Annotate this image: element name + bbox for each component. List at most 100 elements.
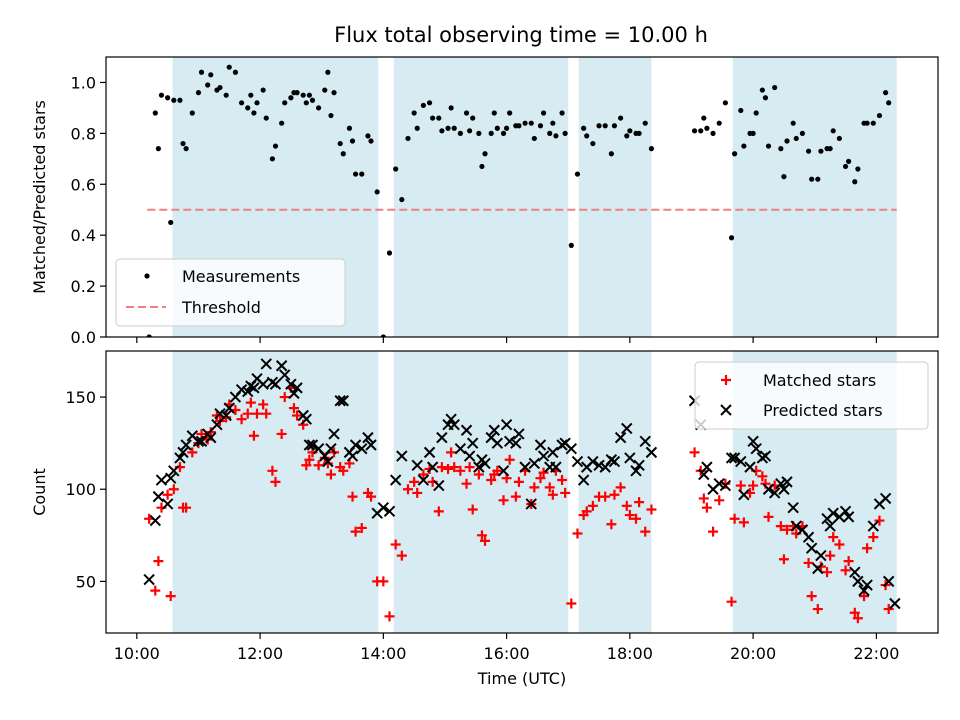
measurement-point [309,97,316,103]
matched-star-point [366,491,377,502]
measurement-point [568,242,574,248]
predicted-star-point [479,457,491,470]
legend-matched-label: Matched stars [763,371,876,390]
measurement-point [562,130,568,136]
y-tick-label: 50 [76,572,96,591]
measurement-point [368,138,374,144]
matched-star-point [544,482,555,493]
y-axis-label: Matched/Predicted stars [30,100,49,294]
measurement-point [411,110,417,116]
predicted-star-point [248,382,260,394]
matched-star-point [529,482,540,493]
predicted-star-point [738,489,750,501]
predicted-star-point [778,483,790,495]
predicted-star-point [269,378,282,390]
measurement-point [420,102,426,108]
matched-star-point [467,504,478,515]
predicted-star-point [303,439,316,451]
measurement-point [260,87,266,93]
predicted-star-point [322,455,334,468]
predicted-star-point [608,455,621,468]
matched-star-point [822,567,833,578]
measurement-point [177,97,183,103]
measurement-point [288,95,294,101]
measurement-point [691,128,698,134]
measurement-point [386,250,393,256]
measurement-point [701,115,707,121]
predicted-star-point [205,431,217,444]
predicted-star-point [473,461,485,473]
measurement-point [738,107,744,114]
measurement-point [750,130,756,136]
predicted-star-point [565,442,578,455]
matched-star-point [615,482,626,493]
measurement-point [611,123,618,129]
measurement-point [439,128,445,134]
matched-star-point [288,403,299,414]
predicted-star-point [571,455,584,468]
measurement-point [445,125,451,131]
predicted-star-point [466,437,479,449]
matched-star-point [843,556,854,567]
legend-measurements-marker [144,273,150,279]
matched-star-point [165,591,176,602]
matched-star-point [492,465,503,476]
matched-star-point [267,465,278,476]
measurement-point [279,120,285,126]
measurement-point [180,140,186,147]
measurement-point [306,92,312,98]
predicted-star-point [260,358,272,370]
measurement-point [852,179,858,185]
matched-star-point [153,556,164,567]
measurement-point [815,176,821,182]
measurement-point [790,120,796,126]
matched-star-point [436,462,447,473]
y-tick-label: 150 [65,388,96,407]
observing-span [172,351,379,633]
matched-star-point [378,576,389,587]
measurement-point [883,90,889,96]
measurement-point [581,125,587,131]
matched-star-point [606,519,617,530]
predicted-star-point [365,439,377,451]
measurement-point [491,110,497,116]
measurement-point [349,138,356,144]
predicted-star-point [759,450,772,462]
matched-star-point [292,410,303,421]
measurement-point [710,130,716,136]
matched-star-point [646,504,657,515]
y-tick-label: 0.4 [71,226,96,245]
predicted-star-point [639,435,651,448]
measurement-point [322,87,328,93]
predicted-star-point [762,483,775,495]
predicted-star-point [491,437,504,449]
measurement-point [778,146,784,152]
matched-star-point [270,476,281,487]
predicted-star-point [787,501,799,514]
matched-star-point [782,524,793,535]
matched-star-point [609,489,620,500]
matched-star-point [258,399,269,410]
matched-star-point [513,476,524,487]
measurement-point [488,130,494,136]
matched-star-point [775,521,786,532]
matched-star-point [480,535,491,546]
matched-star-point [498,495,509,506]
measurement-point [553,133,559,139]
predicted-star-point [448,419,460,431]
measurement-point [590,140,596,147]
y-tick-label: 0.6 [71,175,96,194]
matched-star-point [181,502,192,513]
matched-star-point [301,460,312,471]
matched-star-point [504,454,515,465]
measurement-point [765,143,772,149]
matched-star-point [248,430,259,441]
measurement-point [165,95,171,101]
predicted-star-point [867,520,879,532]
measurement-point [596,123,602,129]
predicted-star-point [180,439,192,451]
matched-star-point [631,513,642,524]
measurement-point [482,151,488,157]
matched-star-point [566,598,577,609]
measurement-point [864,120,870,126]
